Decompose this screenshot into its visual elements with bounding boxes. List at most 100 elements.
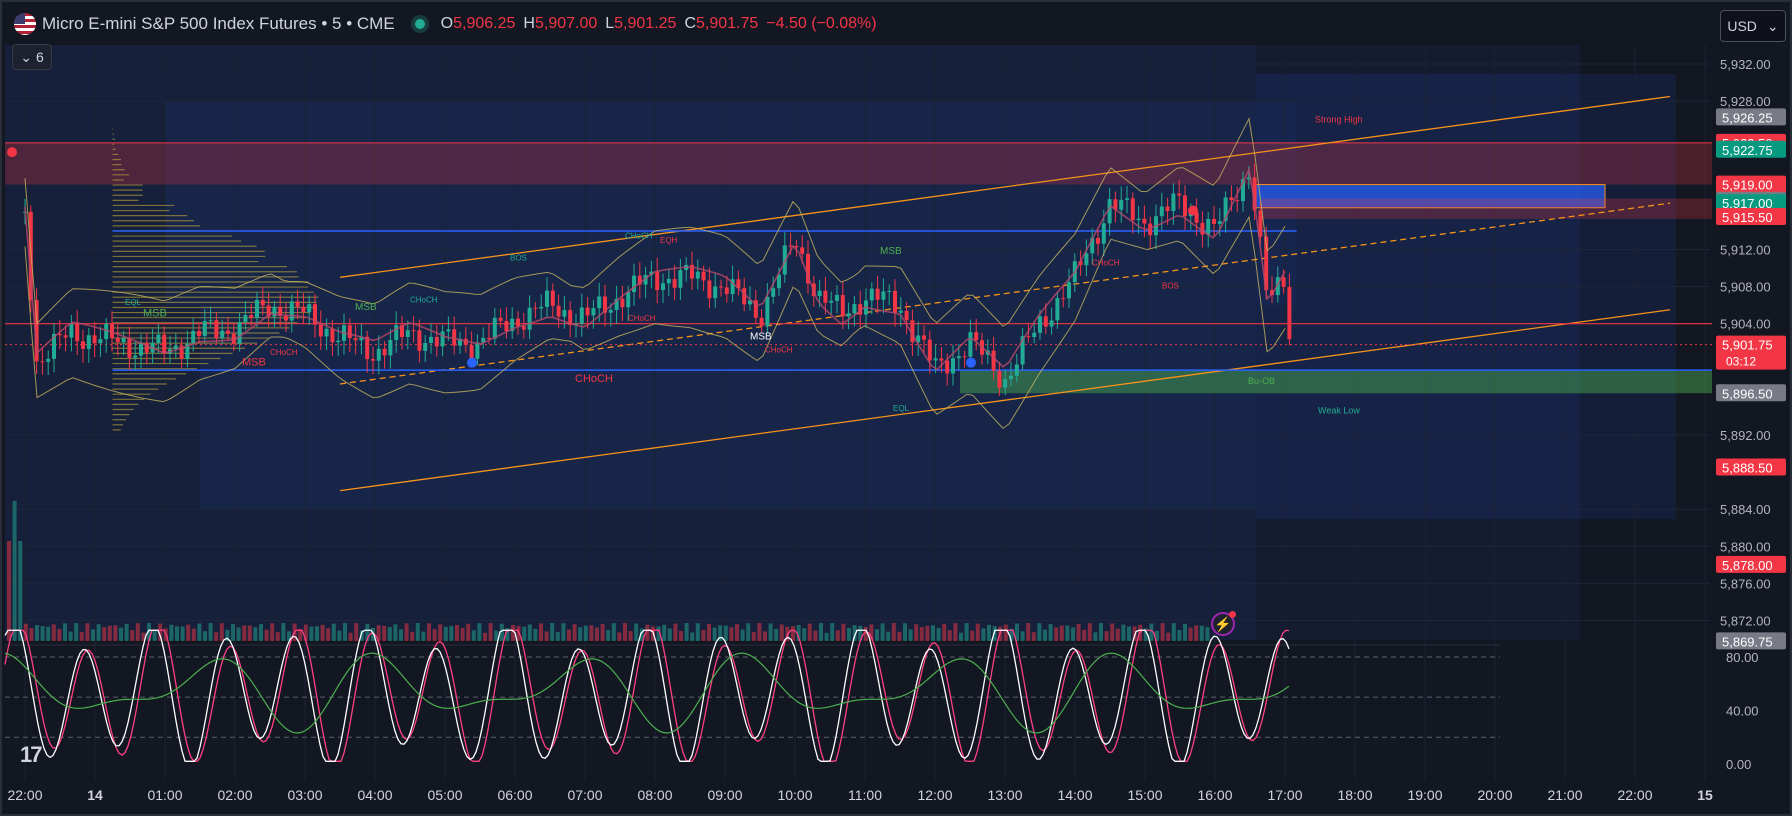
candle-body	[696, 272, 700, 279]
volume-bar	[545, 631, 549, 641]
candle-body	[191, 331, 195, 344]
volume-bar	[937, 628, 941, 641]
volume-bar	[1032, 632, 1036, 641]
volume-bar	[192, 629, 196, 641]
volume-bar	[1065, 625, 1069, 641]
candle-body	[841, 295, 845, 316]
time-tick-label: 06:00	[497, 787, 532, 803]
volume-bar	[757, 623, 761, 641]
candle-body	[760, 318, 764, 326]
candle-body	[870, 289, 874, 301]
candle-body	[655, 272, 659, 290]
volume-bar	[1110, 624, 1114, 641]
volume-bar	[136, 623, 140, 641]
candle-body	[673, 279, 677, 288]
price-label-text: 5,869.75	[1722, 634, 1773, 649]
candle-body	[1119, 200, 1123, 210]
candle-body	[1050, 320, 1054, 326]
volume-bar	[617, 632, 621, 641]
volume-bar	[489, 623, 493, 641]
candle-body	[93, 335, 97, 343]
indicator-count: 6	[36, 49, 44, 65]
volume-bar	[987, 625, 991, 641]
price-tick-label: 5,904.00	[1720, 317, 1771, 332]
time-tick-label: 05:00	[427, 787, 462, 803]
volume-bar	[948, 630, 952, 641]
candle-body	[470, 345, 474, 359]
volume-bar	[903, 623, 907, 641]
volume-bar	[886, 632, 890, 641]
candle-body	[742, 288, 746, 304]
annotation-label: Weak Low	[1318, 406, 1360, 416]
candle-body	[197, 331, 201, 336]
volume-bar	[119, 628, 123, 641]
volume-bar	[393, 624, 397, 641]
volume-bar	[584, 626, 588, 641]
candle-body	[922, 335, 926, 339]
volume-bar	[1099, 623, 1103, 641]
volume-bar	[707, 624, 711, 641]
candle-body	[719, 286, 723, 287]
volume-bar	[309, 627, 313, 641]
volume-bar	[248, 626, 252, 641]
close-value: 5,901.75	[696, 15, 758, 32]
candle-body	[110, 324, 114, 338]
currency-button[interactable]: USD ⌄	[1720, 10, 1786, 42]
candle-body	[354, 338, 358, 340]
price-label-text: 5,915.50	[1722, 210, 1773, 225]
candle-body	[301, 307, 305, 312]
volume-bar	[46, 627, 50, 641]
volume-bar	[550, 623, 554, 641]
candle-body	[957, 356, 961, 358]
candle-body	[139, 343, 143, 356]
volume-bar	[483, 633, 487, 641]
volume-bar	[606, 630, 610, 641]
volume-bar	[1166, 633, 1170, 641]
symbol-title[interactable]: Micro E-mini S&P 500 Index Futures • 5 •…	[42, 14, 395, 34]
time-tick-label: 21:00	[1547, 787, 1582, 803]
lightning-alert-icon[interactable]: ⚡	[1211, 612, 1235, 636]
projection-box	[1256, 74, 1676, 519]
candle-body	[325, 329, 329, 337]
volume-bar	[321, 625, 325, 641]
candle-body	[319, 325, 323, 337]
candle-body	[1084, 253, 1088, 265]
symbol-header[interactable]: Micro E-mini S&P 500 Index Futures • 5 •…	[10, 9, 885, 39]
candle-body	[707, 280, 711, 298]
volume-bar	[57, 629, 61, 641]
volume-bar	[578, 627, 582, 641]
volume-bar	[315, 626, 319, 641]
candle-body	[533, 308, 537, 309]
volume-bar	[203, 631, 207, 641]
indicators-toggle-button[interactable]: ⌄ 6	[12, 44, 52, 70]
volume-bar	[741, 630, 745, 641]
tradingview-logo-icon: 17	[20, 742, 40, 768]
time-tick-label: 10:00	[777, 787, 812, 803]
candle-body	[928, 340, 932, 361]
price-label-text: 5,919.00	[1722, 178, 1773, 193]
volume-bar	[623, 623, 627, 641]
candle-body	[75, 324, 79, 341]
volume-bar	[662, 625, 666, 641]
price-tick-label: 5,876.00	[1720, 576, 1771, 591]
high-key: H	[523, 15, 535, 32]
volume-bar	[1037, 623, 1041, 641]
volume-bar	[130, 630, 134, 641]
candle-body	[40, 361, 44, 362]
volume-bar	[477, 623, 481, 641]
time-tick-label: 13:00	[987, 787, 1022, 803]
candle-body	[127, 338, 131, 358]
volume-bar	[1161, 623, 1165, 641]
price-tick-label: 5,892.00	[1720, 428, 1771, 443]
osc-tick-label: 40.00	[1726, 704, 1759, 719]
candle-body	[98, 339, 102, 343]
candle-body	[69, 324, 73, 338]
volume-bar	[102, 627, 106, 641]
time-tick-label: 16:00	[1197, 787, 1232, 803]
pivot-marker	[7, 147, 17, 157]
volume-bar	[125, 624, 129, 641]
candle-body	[1166, 207, 1170, 211]
volume-bar	[685, 623, 689, 641]
candle-body	[1003, 379, 1007, 387]
